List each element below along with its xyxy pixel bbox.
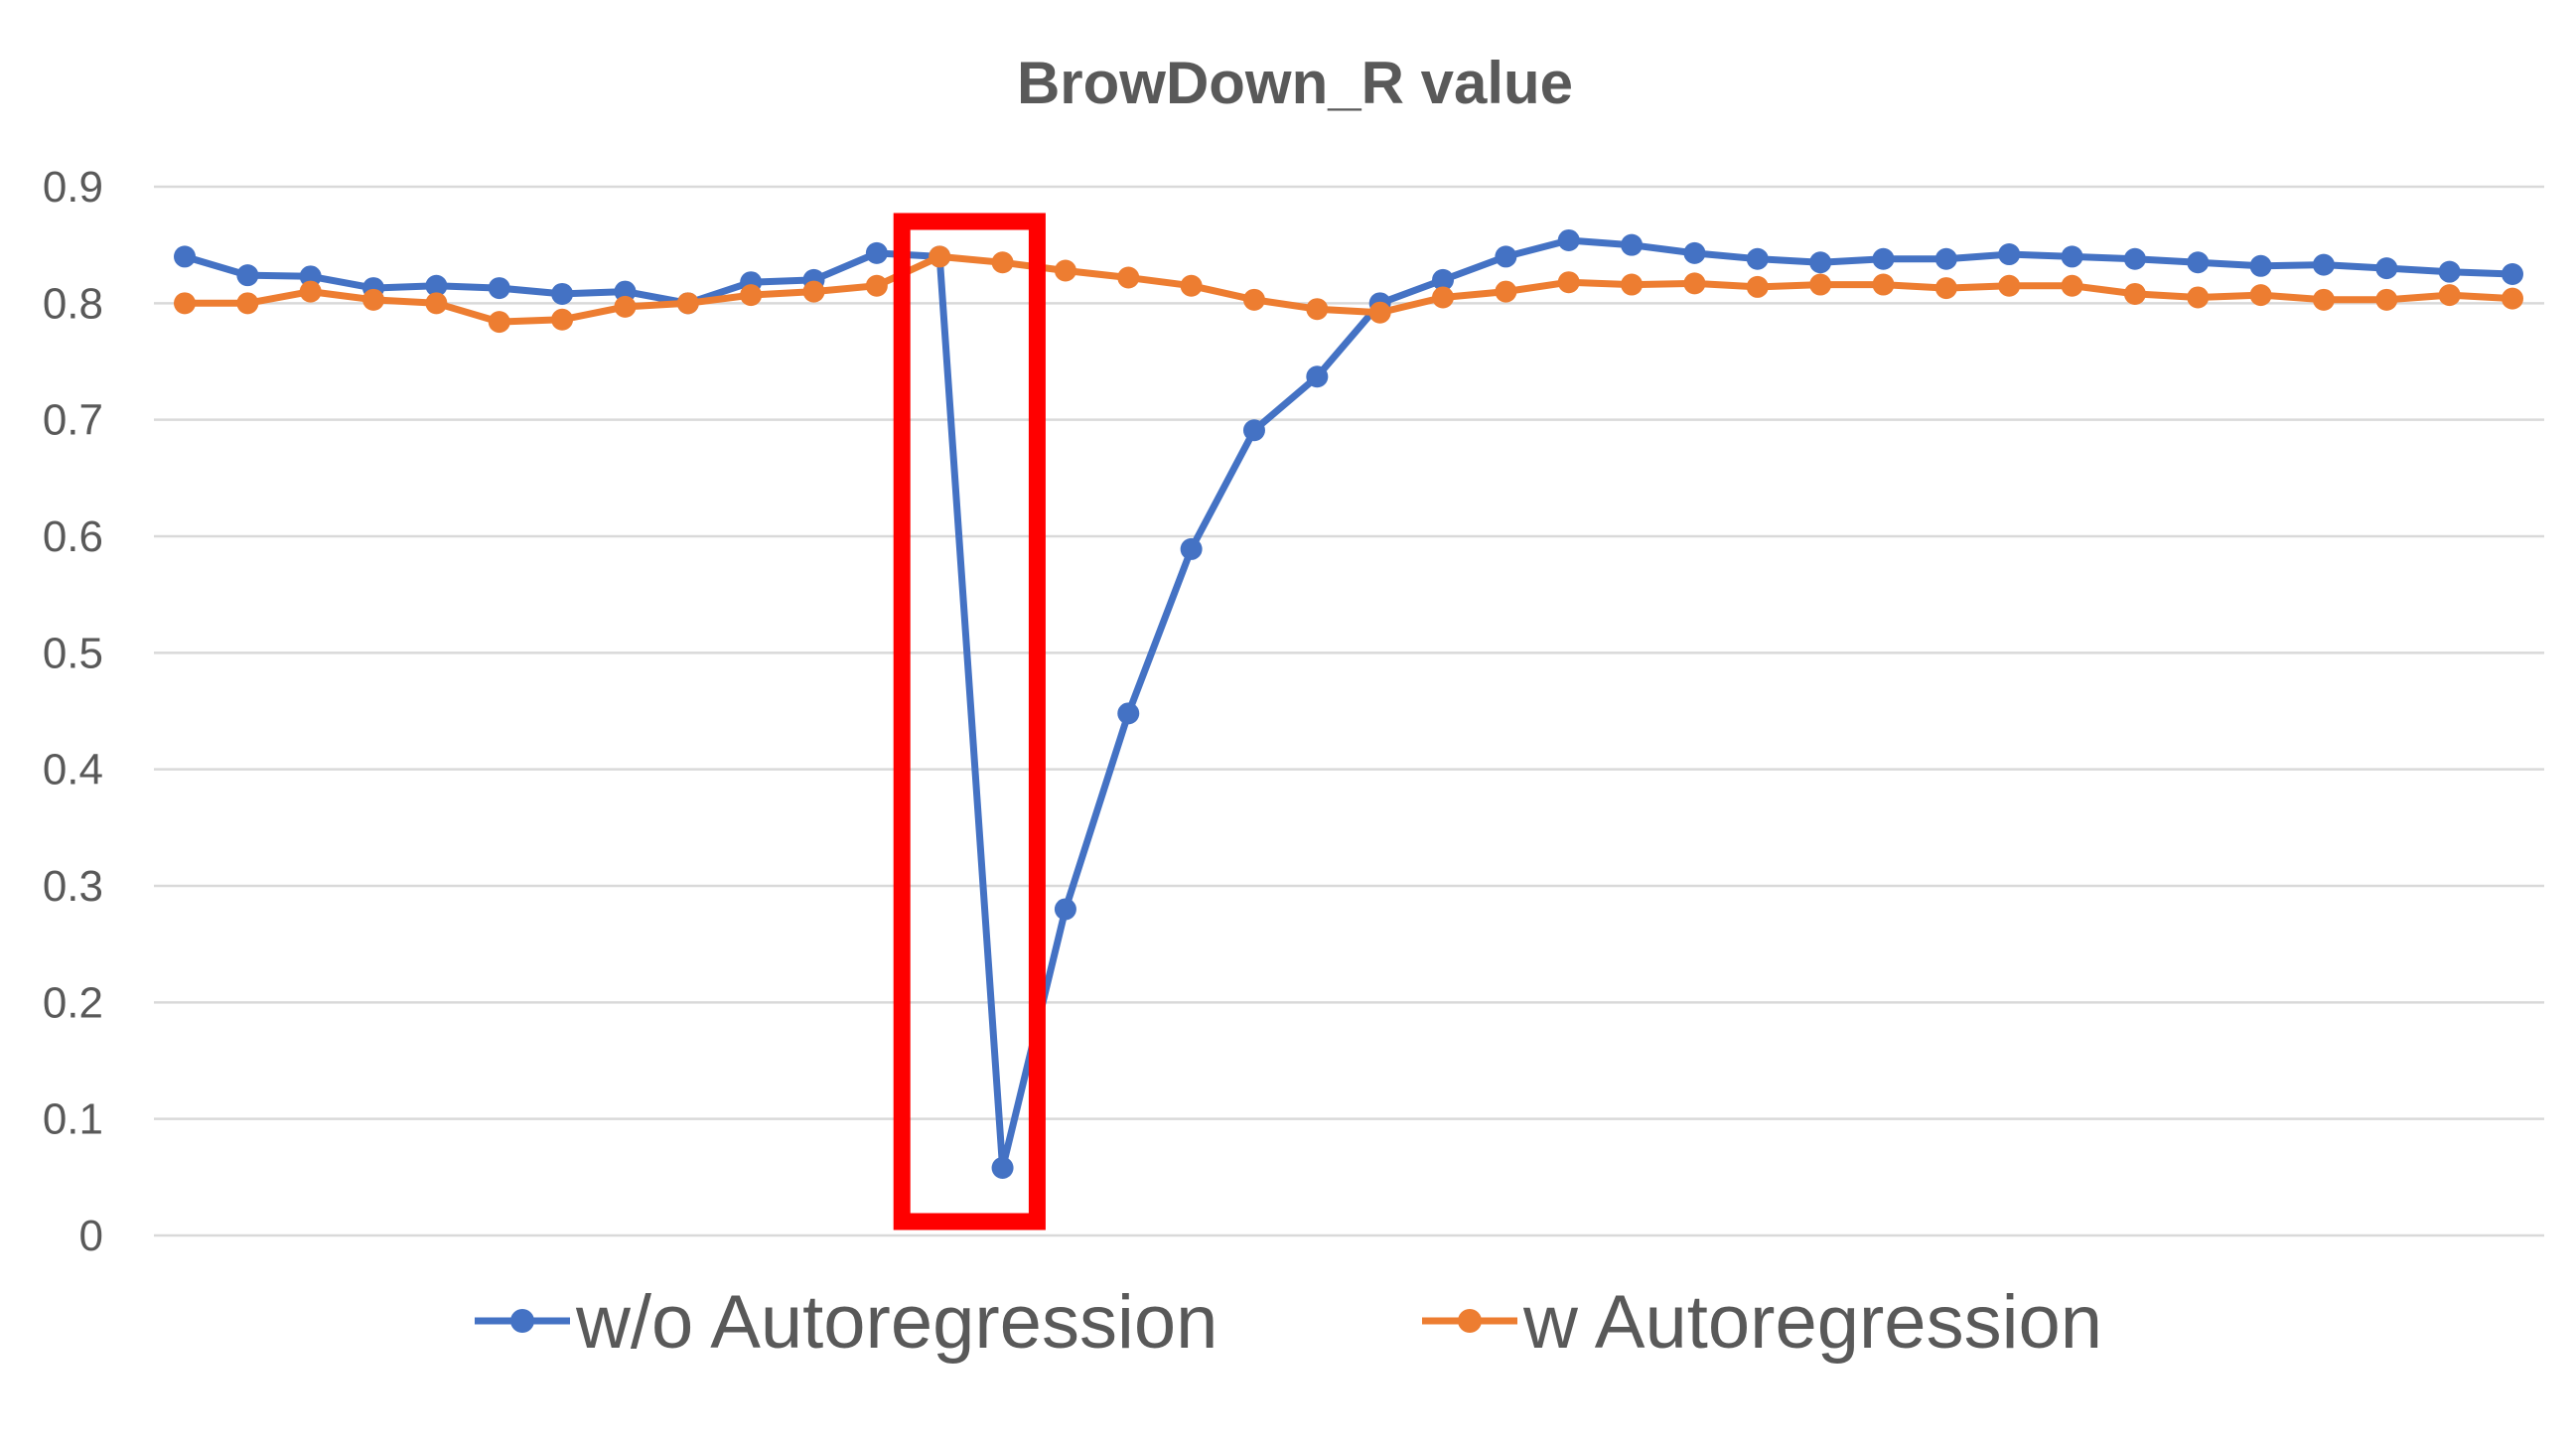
data-point xyxy=(1872,247,1895,270)
data-point xyxy=(865,274,888,297)
y-tick-label: 0.3 xyxy=(43,862,103,911)
series-line xyxy=(181,236,2516,1172)
data-point xyxy=(1180,274,1203,297)
data-point xyxy=(1746,247,1769,270)
data-point xyxy=(488,277,510,300)
data-point xyxy=(551,308,574,331)
data-point xyxy=(802,280,825,303)
data-point xyxy=(991,1156,1014,1179)
data-point xyxy=(1746,275,1769,298)
data-point xyxy=(2123,282,2146,305)
legend-entry: w Autoregression xyxy=(1422,1280,2102,1365)
data-point xyxy=(362,288,385,311)
y-tick-label: 0.4 xyxy=(43,746,103,795)
data-point xyxy=(174,292,196,315)
data-point xyxy=(1809,251,1832,274)
series-with-autoregression xyxy=(174,245,2523,334)
legend-label: w Autoregression xyxy=(1522,1280,2102,1365)
data-point xyxy=(1557,228,1580,251)
data-point xyxy=(174,245,196,268)
data-point xyxy=(676,292,699,315)
series-without-autoregression xyxy=(174,228,2523,1179)
data-point xyxy=(425,292,448,315)
data-point xyxy=(1368,301,1391,324)
data-point xyxy=(1998,243,2021,266)
data-point xyxy=(2123,247,2146,270)
data-point xyxy=(299,280,322,303)
highlight-box xyxy=(893,213,1046,1230)
data-point xyxy=(1495,280,1517,303)
data-point xyxy=(1809,273,1832,296)
data-point xyxy=(1495,245,1517,268)
data-point xyxy=(1557,271,1580,294)
series-layer xyxy=(174,228,2523,1179)
data-point xyxy=(1306,298,1329,321)
highlight-layer xyxy=(893,213,1046,1230)
y-axis-ticks: 0 0.1 0.2 0.3 0.4 0.5 0.6 0.7 0.8 0.9 xyxy=(43,163,103,1260)
data-point xyxy=(2061,245,2083,268)
data-point xyxy=(236,264,259,287)
data-point xyxy=(929,245,951,268)
data-point xyxy=(2249,284,2272,307)
data-point xyxy=(1242,419,1265,442)
data-point xyxy=(2187,286,2210,309)
y-tick-label: 0.2 xyxy=(43,978,103,1027)
legend-marker xyxy=(1458,1309,1482,1333)
data-point xyxy=(551,282,574,305)
data-point xyxy=(740,284,763,307)
legend-entry: w/o Autoregression xyxy=(475,1280,1217,1365)
data-point xyxy=(2312,288,2335,311)
data-point xyxy=(2249,254,2272,277)
data-point xyxy=(614,295,637,318)
data-point xyxy=(865,241,888,264)
data-point xyxy=(1621,233,1644,256)
data-point xyxy=(1432,286,1455,309)
data-point xyxy=(2061,274,2083,297)
data-point xyxy=(488,311,510,334)
data-point xyxy=(236,292,259,315)
data-point xyxy=(2438,260,2461,283)
data-point xyxy=(1872,273,1895,296)
y-tick-label: 0.6 xyxy=(43,512,103,561)
data-point xyxy=(1117,702,1140,725)
data-point xyxy=(2375,257,2398,280)
data-point xyxy=(1683,272,1706,295)
legend: w/o Autoregression w Autoregression xyxy=(475,1280,2102,1365)
data-point xyxy=(1998,274,2021,297)
chart-title: BrowDown_R value xyxy=(1017,50,1573,116)
y-tick-label: 0.7 xyxy=(43,396,103,445)
data-point xyxy=(1683,241,1706,264)
y-tick-label: 0.1 xyxy=(43,1095,103,1144)
legend-marker xyxy=(510,1309,534,1333)
legend-label: w/o Autoregression xyxy=(575,1280,1217,1365)
data-point xyxy=(1242,288,1265,311)
data-point xyxy=(1934,247,1957,270)
data-point xyxy=(1306,365,1329,388)
data-point xyxy=(1117,266,1140,289)
y-tick-label: 0.9 xyxy=(43,163,103,212)
data-point xyxy=(1180,537,1203,560)
data-point xyxy=(2502,287,2523,310)
data-point xyxy=(299,265,322,288)
data-point xyxy=(2187,251,2210,274)
gridlines xyxy=(154,185,2544,1237)
y-tick-label: 0 xyxy=(79,1212,103,1260)
data-point xyxy=(2438,284,2461,307)
data-point xyxy=(2502,263,2523,285)
data-point xyxy=(1621,273,1644,296)
data-point xyxy=(614,280,637,303)
data-point xyxy=(991,251,1014,274)
data-point xyxy=(1054,898,1076,921)
data-point xyxy=(1432,268,1455,291)
data-point xyxy=(425,274,448,297)
data-point xyxy=(1054,259,1076,282)
data-point xyxy=(1934,277,1957,300)
y-tick-label: 0.5 xyxy=(43,629,103,677)
data-point xyxy=(2312,253,2335,276)
y-tick-label: 0.8 xyxy=(43,279,103,328)
data-point xyxy=(2375,288,2398,311)
